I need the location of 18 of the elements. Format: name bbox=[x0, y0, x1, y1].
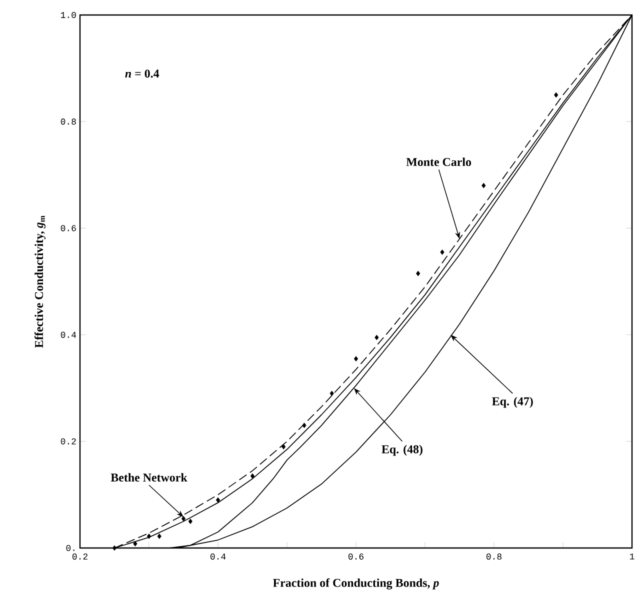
y-tick-label: 0.4 bbox=[60, 332, 76, 338]
y-axis-title: Effective Conductivity, g$_{m}$ bbox=[34, 216, 46, 348]
x-axis-title: Fraction of Conducting Bonds, p bbox=[273, 578, 439, 590]
x-tick-label: 0.8 bbox=[486, 554, 502, 560]
x-tick-label: 0.6 bbox=[348, 554, 364, 560]
x-tick-label: 0.2 bbox=[72, 554, 88, 560]
annotation: n = 0.4 bbox=[125, 70, 160, 78]
y-tick-label: 1.0 bbox=[60, 12, 76, 18]
annotation: Monte Carlo bbox=[406, 158, 472, 166]
y-tick-label: 0.8 bbox=[60, 118, 76, 125]
x-tick-label: 1 bbox=[630, 554, 634, 560]
annotation: Eq. (47) bbox=[492, 396, 533, 408]
x-tick-label: 0.4 bbox=[210, 554, 226, 560]
annotation: Bethe Network bbox=[110, 473, 188, 482]
y-tick-label: 0. bbox=[66, 544, 74, 552]
y-tick-label: 0.6 bbox=[60, 225, 76, 232]
annotation: Eq. (48) bbox=[382, 444, 422, 456]
y-tick-label: 0.2 bbox=[60, 438, 76, 444]
